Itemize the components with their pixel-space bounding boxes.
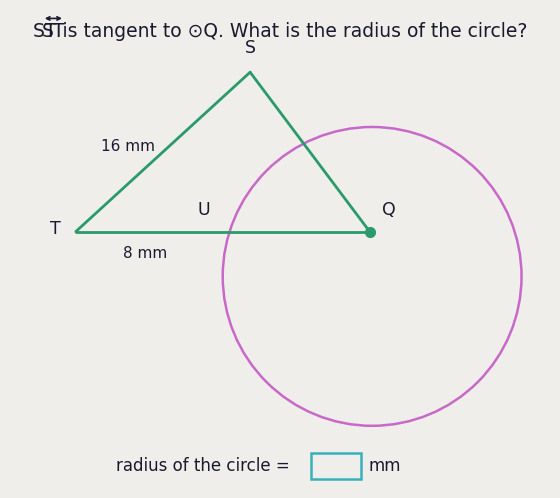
Text: 16 mm: 16 mm <box>101 139 155 154</box>
Text: S: S <box>245 39 255 57</box>
Text: ST is tangent to ⊙Q. What is the radius of the circle?: ST is tangent to ⊙Q. What is the radius … <box>33 22 527 41</box>
Text: ST: ST <box>41 22 65 41</box>
Text: mm: mm <box>368 457 401 475</box>
Text: Q: Q <box>382 201 396 219</box>
Text: 8 mm: 8 mm <box>123 247 167 261</box>
Text: T: T <box>50 220 61 238</box>
FancyBboxPatch shape <box>311 453 361 479</box>
Text: U: U <box>198 201 211 219</box>
Text: radius of the circle =: radius of the circle = <box>116 457 295 475</box>
